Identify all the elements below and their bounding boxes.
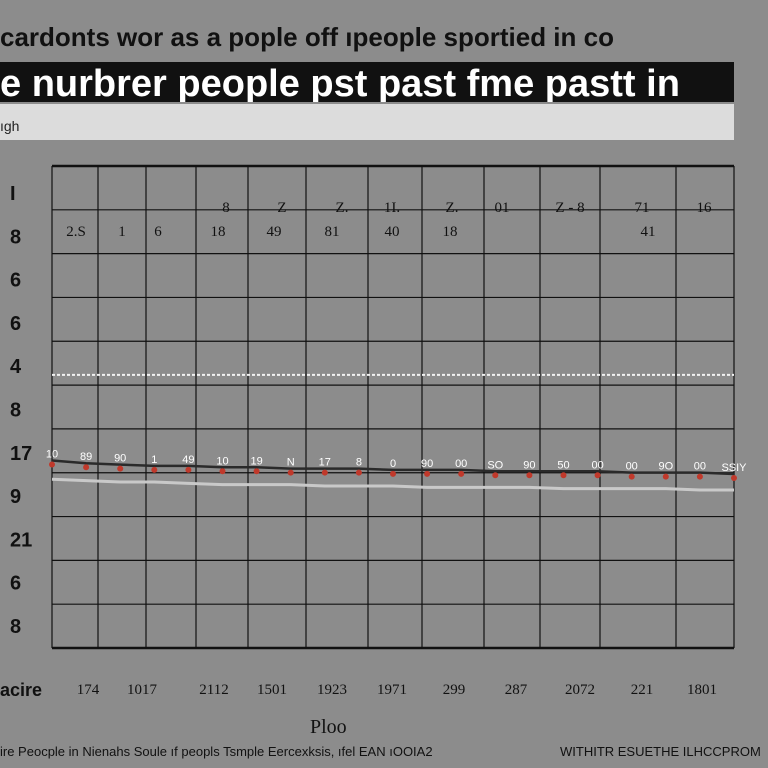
second-row-label: 41: [641, 224, 656, 240]
series-point-label: 00: [455, 458, 467, 470]
x-tick-label: 221: [631, 682, 654, 698]
series-point-label: 8: [356, 457, 362, 469]
series-point: [424, 470, 431, 477]
y-tick-label: 6: [10, 313, 21, 335]
second-row-label: 1: [118, 224, 126, 240]
series-point-label: 00: [591, 459, 603, 471]
series-point-label: 10: [46, 449, 58, 461]
y-tick-label: 8: [10, 400, 21, 422]
y-tick-label: 21: [10, 529, 32, 551]
series-point: [560, 472, 567, 479]
x-tick-label: 1501: [257, 682, 287, 698]
series-point-label: SSIY: [721, 462, 747, 474]
series-point-label: 50: [557, 459, 569, 471]
series-point: [151, 466, 158, 473]
top-row-label: 01: [495, 200, 510, 216]
y-tick-label: 8: [10, 616, 21, 638]
second-row-label: 81: [325, 224, 340, 240]
series-point-label: N: [287, 457, 295, 469]
top-row-label: 1I.: [384, 200, 400, 216]
top-row-label: Z: [277, 200, 286, 216]
series-point: [662, 473, 669, 480]
series-point-label: 49: [182, 454, 194, 466]
chart-supertitle: cardonts wor as a pople off ıpeople spor…: [0, 22, 614, 52]
series-point-label: 89: [80, 451, 92, 463]
x-tick-label: 299: [443, 682, 466, 698]
top-row-label: 71: [635, 200, 650, 216]
series-point: [390, 470, 396, 477]
corner-label: acire: [0, 680, 43, 700]
series-point-label: 1: [151, 454, 157, 466]
top-row-label: Z.: [446, 200, 459, 216]
y-tick-label: I: [10, 183, 16, 205]
series-point: [83, 464, 90, 471]
series-point-label: 17: [319, 457, 331, 469]
series-point-label: 0: [390, 458, 396, 470]
y-tick-label: 17: [10, 443, 32, 465]
series-point-label: 00: [694, 461, 706, 473]
chart-title: e nurbrer people pst past fme pastt in: [0, 62, 734, 102]
top-row-label: 16: [697, 200, 713, 216]
footer-right-text: WITHITR ESUETHE ILHCCPROM: [560, 744, 761, 759]
series-point-label: 19: [250, 455, 262, 467]
y-tick-label: 9: [10, 486, 21, 508]
x-tick-label: 287: [505, 682, 528, 698]
y-tick-label: 4: [10, 356, 22, 378]
series-point: [458, 470, 465, 477]
second-row-label: 2.S: [66, 224, 86, 240]
series-point: [355, 469, 362, 476]
second-row-label: 6: [154, 224, 162, 240]
series-point: [526, 472, 533, 479]
series-point-label: 90: [523, 459, 535, 471]
series-point: [731, 474, 737, 481]
series-point: [253, 468, 260, 475]
x-tick-label: 1801: [687, 682, 717, 698]
second-row-label: 40: [385, 224, 400, 240]
series-point: [594, 472, 601, 479]
y-tick-label: 8: [10, 226, 21, 248]
x-tick-label: 2112: [199, 682, 228, 698]
series-point-label: 10: [216, 455, 228, 467]
second-row-label: 18: [443, 224, 458, 240]
footer-left-text: ire Peocple in Nienahs Soule ıf peopls T…: [0, 744, 433, 759]
series-point: [49, 461, 55, 468]
series-point: [287, 469, 294, 476]
series-point: [185, 466, 192, 473]
top-row-label: Z.: [336, 200, 349, 216]
x-tick-label: 1971: [377, 682, 407, 698]
series-point: [321, 469, 328, 476]
series-line: [51, 477, 734, 492]
series-point: [117, 465, 124, 472]
series-point: [219, 468, 226, 475]
series-point-label: 9O: [658, 461, 673, 473]
chart-subtitle: ıgh: [0, 104, 734, 140]
series-point-label: SO: [487, 459, 503, 471]
series-point-label: 90: [421, 458, 433, 470]
x-axis-title: Ploo: [310, 716, 347, 738]
x-tick-label: 1017: [127, 682, 158, 698]
y-tick-label: 6: [10, 573, 21, 595]
y-tick-label: 6: [10, 270, 21, 292]
second-row-label: 18: [211, 224, 226, 240]
series-point-label: 90: [114, 453, 126, 465]
x-tick-label: 2072: [565, 682, 595, 698]
top-row-label: Z - 8: [555, 200, 584, 216]
series-line: [51, 459, 735, 476]
series-point: [696, 473, 703, 480]
top-row-label: 8: [222, 200, 230, 216]
series-point: [628, 473, 635, 480]
second-row-label: 49: [267, 224, 282, 240]
x-tick-label: 174: [77, 682, 100, 698]
chart-footer: ire Peocple in Nienahs Soule ıf peopls T…: [0, 744, 768, 764]
x-tick-label: 1923: [317, 682, 347, 698]
series-point-label: 00: [626, 461, 638, 473]
series-point: [492, 472, 499, 479]
